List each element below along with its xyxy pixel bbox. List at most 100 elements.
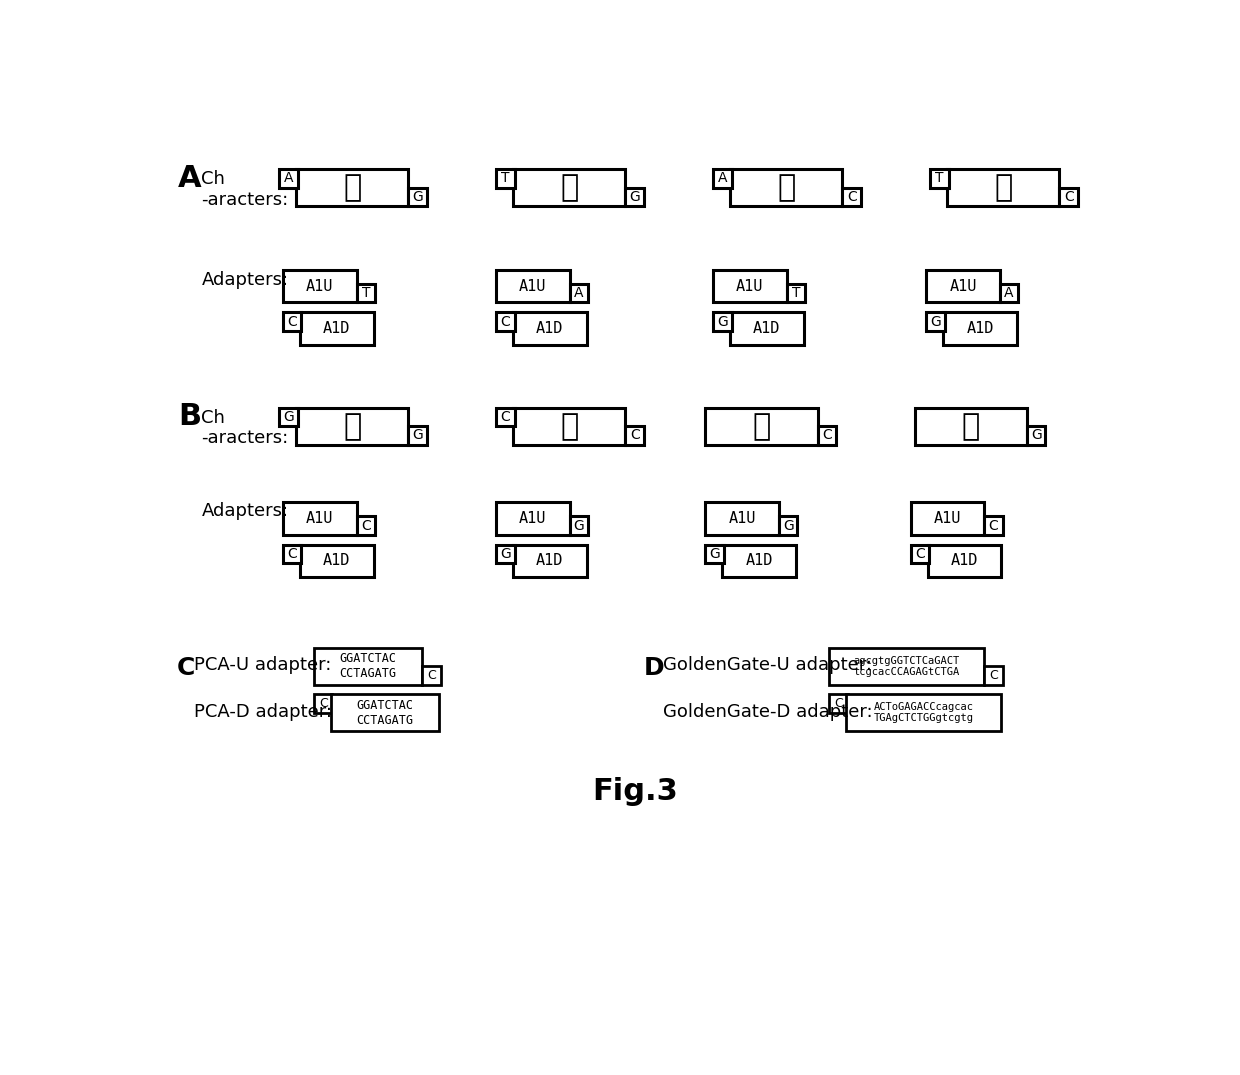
Text: 华: 华 bbox=[994, 173, 1012, 202]
Text: GGATCTAC
CCTAGATG: GGATCTAC CCTAGATG bbox=[340, 653, 397, 680]
Text: PCA-D adapter:: PCA-D adapter: bbox=[193, 703, 332, 720]
Text: 华: 华 bbox=[560, 412, 578, 441]
Text: T: T bbox=[791, 286, 800, 300]
Bar bbox=[910, 545, 929, 563]
Text: A1U: A1U bbox=[520, 511, 547, 526]
Text: C: C bbox=[847, 190, 857, 204]
Bar bbox=[408, 187, 427, 206]
Text: G: G bbox=[413, 190, 423, 204]
Text: A1U: A1U bbox=[737, 278, 764, 293]
Text: A: A bbox=[1004, 286, 1014, 300]
Bar bbox=[713, 270, 786, 302]
Bar bbox=[817, 426, 836, 445]
Text: G: G bbox=[782, 518, 794, 532]
Text: A1D: A1D bbox=[951, 554, 978, 569]
Bar bbox=[300, 312, 373, 345]
Text: 华: 华 bbox=[753, 412, 770, 441]
Text: G: G bbox=[717, 315, 728, 329]
Text: T: T bbox=[362, 286, 370, 300]
Bar bbox=[314, 694, 332, 713]
Text: GoldenGate-D adapter:: GoldenGate-D adapter: bbox=[662, 703, 872, 720]
Bar bbox=[569, 516, 588, 534]
Bar bbox=[706, 407, 817, 445]
Text: G: G bbox=[283, 410, 294, 424]
Bar bbox=[296, 407, 408, 445]
Text: 华: 华 bbox=[560, 173, 578, 202]
Bar bbox=[915, 407, 1027, 445]
Text: C: C bbox=[988, 518, 998, 532]
Text: C: C bbox=[915, 547, 925, 561]
Bar bbox=[283, 502, 357, 534]
Bar bbox=[947, 169, 1059, 206]
Bar bbox=[513, 169, 625, 206]
Text: GGATCTAC
CCTAGATG: GGATCTAC CCTAGATG bbox=[357, 699, 414, 727]
Text: A1D: A1D bbox=[536, 321, 563, 335]
Text: D: D bbox=[644, 657, 663, 680]
Text: A: A bbox=[179, 163, 202, 192]
Text: G: G bbox=[1030, 429, 1042, 443]
Bar bbox=[842, 187, 861, 206]
Text: C: C bbox=[361, 518, 371, 532]
Text: A1D: A1D bbox=[966, 321, 993, 335]
Text: A: A bbox=[718, 171, 727, 185]
Text: A1U: A1U bbox=[728, 511, 755, 526]
Bar bbox=[706, 502, 779, 534]
Bar bbox=[985, 666, 1003, 685]
Bar bbox=[496, 270, 569, 302]
Bar bbox=[513, 545, 587, 577]
Bar bbox=[423, 666, 441, 685]
Bar bbox=[830, 694, 848, 713]
Text: A1D: A1D bbox=[745, 554, 773, 569]
Text: C: C bbox=[319, 697, 327, 710]
Text: C: C bbox=[835, 697, 843, 710]
Text: A1U: A1U bbox=[950, 278, 977, 293]
Text: Adapters:: Adapters: bbox=[201, 272, 289, 289]
Text: C: C bbox=[1064, 190, 1074, 204]
Bar bbox=[830, 648, 985, 685]
Text: B: B bbox=[179, 402, 201, 431]
Text: G: G bbox=[630, 190, 640, 204]
Text: G: G bbox=[709, 547, 720, 561]
Text: A1U: A1U bbox=[306, 278, 334, 293]
Text: C: C bbox=[176, 657, 195, 680]
Bar bbox=[279, 407, 298, 426]
Text: T: T bbox=[935, 171, 944, 185]
Text: A1U: A1U bbox=[306, 511, 334, 526]
Bar bbox=[944, 312, 1017, 345]
Text: C: C bbox=[288, 547, 298, 561]
Bar bbox=[930, 169, 949, 187]
Text: A1D: A1D bbox=[324, 321, 351, 335]
Bar bbox=[408, 426, 427, 445]
Text: C: C bbox=[990, 670, 998, 683]
Text: A: A bbox=[284, 171, 293, 185]
Bar bbox=[722, 545, 796, 577]
Text: Fig.3: Fig.3 bbox=[593, 777, 678, 805]
Text: A1D: A1D bbox=[324, 554, 351, 569]
Text: 华: 华 bbox=[343, 412, 361, 441]
Bar bbox=[496, 312, 515, 331]
Bar bbox=[283, 312, 301, 331]
Text: Adapters:: Adapters: bbox=[201, 502, 289, 520]
Bar bbox=[1059, 187, 1078, 206]
Bar bbox=[496, 407, 515, 426]
Text: A1D: A1D bbox=[536, 554, 563, 569]
Text: G: G bbox=[930, 315, 941, 329]
Bar bbox=[999, 284, 1018, 302]
Text: 华: 华 bbox=[777, 173, 795, 202]
Bar bbox=[926, 312, 945, 331]
Text: G: G bbox=[500, 547, 511, 561]
Bar bbox=[713, 169, 732, 187]
Bar bbox=[513, 407, 625, 445]
Text: C: C bbox=[822, 429, 832, 443]
Text: A: A bbox=[574, 286, 584, 300]
Bar bbox=[300, 545, 373, 577]
Text: 华: 华 bbox=[961, 412, 980, 441]
Bar bbox=[625, 187, 644, 206]
Bar bbox=[569, 284, 588, 302]
Bar bbox=[296, 169, 408, 206]
Text: C: C bbox=[630, 429, 640, 443]
Bar bbox=[283, 545, 301, 563]
Bar bbox=[331, 694, 439, 731]
Text: A1U: A1U bbox=[520, 278, 547, 293]
Text: C: C bbox=[501, 315, 510, 329]
